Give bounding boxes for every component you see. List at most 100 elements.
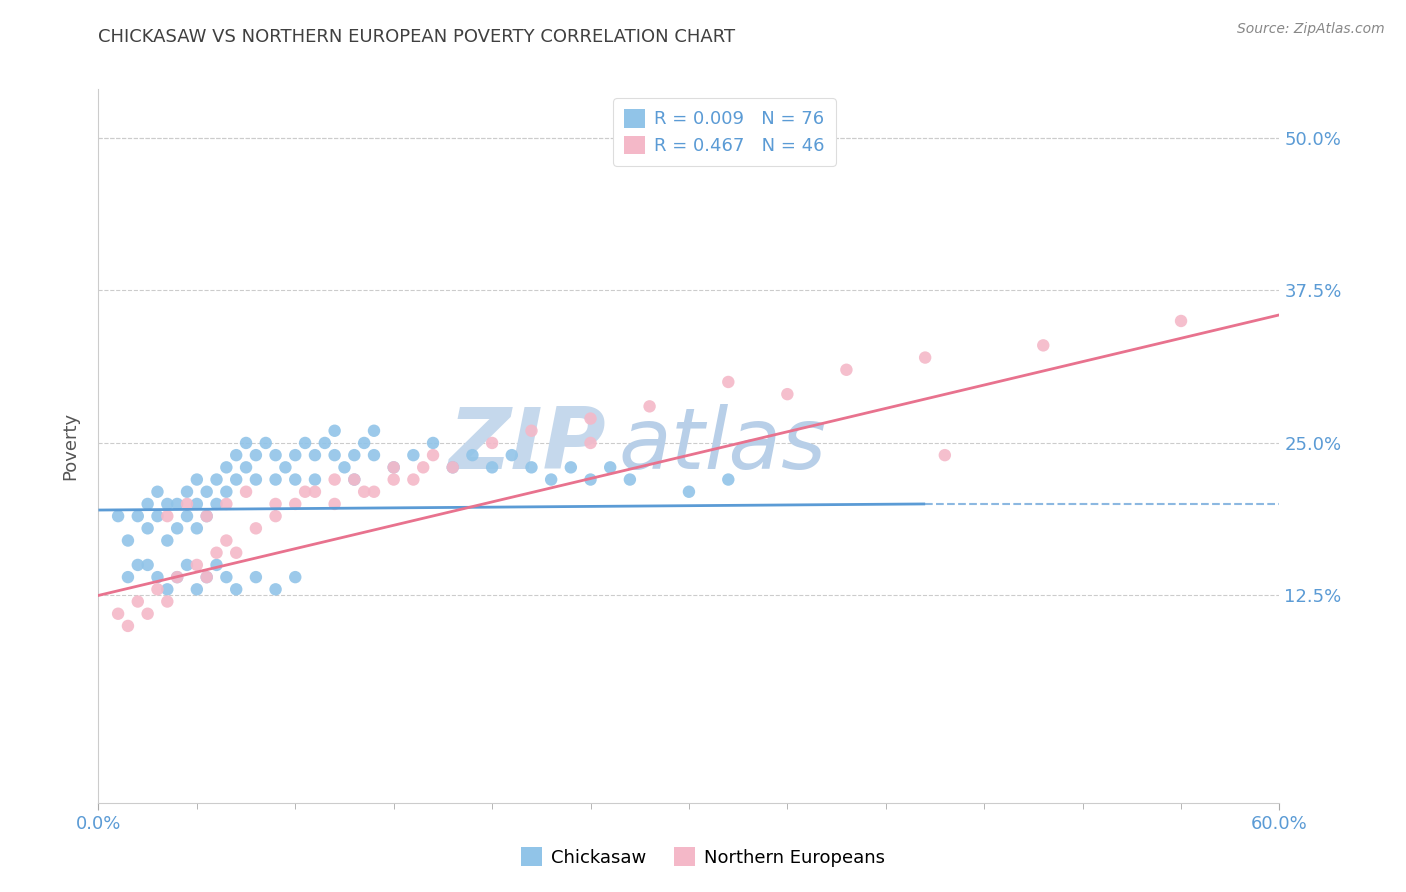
- Point: [146, 570, 169, 584]
- Point: [254, 436, 277, 450]
- Point: [501, 448, 523, 462]
- Point: [914, 351, 936, 365]
- Point: [127, 509, 149, 524]
- Point: [579, 436, 602, 450]
- Point: [363, 424, 385, 438]
- Point: [146, 582, 169, 597]
- Point: [225, 473, 247, 487]
- Point: [1032, 338, 1054, 352]
- Point: [215, 497, 238, 511]
- Point: [195, 509, 218, 524]
- Point: [323, 448, 346, 462]
- Point: [304, 473, 326, 487]
- Point: [284, 473, 307, 487]
- Legend: R = 0.009   N = 76, R = 0.467   N = 46: R = 0.009 N = 76, R = 0.467 N = 46: [613, 98, 835, 166]
- Point: [195, 570, 218, 584]
- Point: [382, 473, 405, 487]
- Point: [245, 570, 267, 584]
- Point: [353, 484, 375, 499]
- Point: [422, 448, 444, 462]
- Point: [235, 460, 257, 475]
- Point: [560, 460, 582, 475]
- Point: [107, 607, 129, 621]
- Point: [166, 570, 188, 584]
- Point: [166, 521, 188, 535]
- Text: ZIP: ZIP: [449, 404, 606, 488]
- Point: [205, 546, 228, 560]
- Point: [579, 473, 602, 487]
- Point: [156, 594, 179, 608]
- Point: [294, 436, 316, 450]
- Point: [264, 473, 287, 487]
- Point: [215, 570, 238, 584]
- Point: [186, 521, 208, 535]
- Point: [284, 497, 307, 511]
- Point: [619, 473, 641, 487]
- Point: [402, 473, 425, 487]
- Point: [540, 473, 562, 487]
- Point: [441, 460, 464, 475]
- Point: [304, 484, 326, 499]
- Point: [934, 448, 956, 462]
- Point: [215, 484, 238, 499]
- Point: [107, 509, 129, 524]
- Point: [343, 473, 366, 487]
- Text: CHICKASAW VS NORTHERN EUROPEAN POVERTY CORRELATION CHART: CHICKASAW VS NORTHERN EUROPEAN POVERTY C…: [98, 29, 735, 46]
- Point: [481, 460, 503, 475]
- Point: [264, 497, 287, 511]
- Point: [304, 448, 326, 462]
- Point: [195, 570, 218, 584]
- Point: [156, 533, 179, 548]
- Point: [205, 497, 228, 511]
- Point: [117, 619, 139, 633]
- Point: [235, 484, 257, 499]
- Point: [294, 484, 316, 499]
- Point: [146, 484, 169, 499]
- Point: [314, 436, 336, 450]
- Point: [323, 424, 346, 438]
- Point: [422, 436, 444, 450]
- Point: [127, 558, 149, 572]
- Point: [638, 400, 661, 414]
- Y-axis label: Poverty: Poverty: [62, 412, 80, 480]
- Point: [166, 570, 188, 584]
- Point: [127, 594, 149, 608]
- Point: [186, 558, 208, 572]
- Point: [363, 448, 385, 462]
- Point: [441, 460, 464, 475]
- Point: [412, 460, 434, 475]
- Point: [186, 473, 208, 487]
- Point: [235, 436, 257, 450]
- Point: [136, 607, 159, 621]
- Point: [363, 484, 385, 499]
- Point: [264, 509, 287, 524]
- Point: [215, 533, 238, 548]
- Point: [117, 533, 139, 548]
- Point: [284, 570, 307, 584]
- Point: [186, 582, 208, 597]
- Text: atlas: atlas: [619, 404, 827, 488]
- Point: [245, 473, 267, 487]
- Point: [176, 497, 198, 511]
- Point: [136, 521, 159, 535]
- Point: [353, 436, 375, 450]
- Point: [343, 473, 366, 487]
- Point: [195, 509, 218, 524]
- Point: [156, 509, 179, 524]
- Point: [195, 484, 218, 499]
- Point: [835, 363, 858, 377]
- Point: [461, 448, 484, 462]
- Point: [402, 448, 425, 462]
- Point: [245, 448, 267, 462]
- Point: [225, 546, 247, 560]
- Point: [1170, 314, 1192, 328]
- Point: [166, 497, 188, 511]
- Point: [717, 473, 740, 487]
- Point: [717, 375, 740, 389]
- Point: [481, 436, 503, 450]
- Point: [382, 460, 405, 475]
- Point: [382, 460, 405, 475]
- Point: [323, 473, 346, 487]
- Point: [343, 448, 366, 462]
- Point: [176, 558, 198, 572]
